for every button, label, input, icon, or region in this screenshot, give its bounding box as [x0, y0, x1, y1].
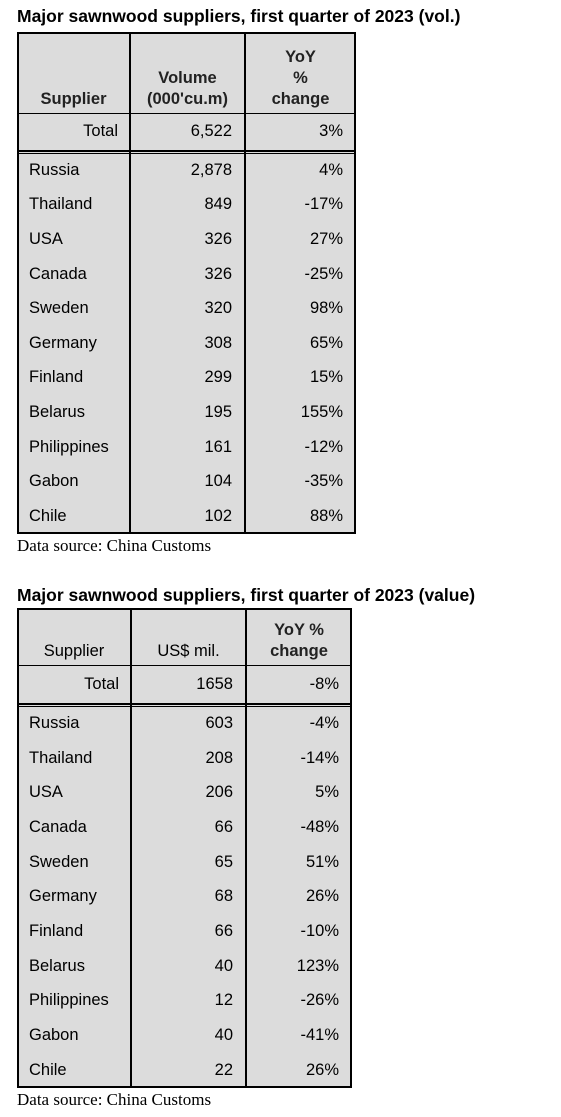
data-cell: -14%	[300, 748, 339, 767]
data-cell: Finland	[29, 368, 84, 387]
data-source: Data source: China Customs	[17, 1090, 212, 1109]
total-divider	[17, 153, 356, 154]
data-cell: 123%	[296, 956, 339, 975]
data-cell: 68	[214, 887, 233, 906]
data-cell: 12	[214, 991, 233, 1010]
data-source: Data source: China Customs	[17, 536, 212, 555]
data-cell: 27%	[309, 229, 343, 248]
data-cell: -25%	[304, 264, 343, 283]
data-cell: 104	[204, 472, 232, 491]
data-cell: Russia	[29, 713, 80, 732]
data-cell: Belarus	[29, 402, 85, 421]
header-cell: YoY % change	[270, 621, 328, 660]
header-cell: US$ mil.	[157, 642, 220, 660]
column-divider	[130, 608, 132, 1088]
total-divider	[17, 703, 352, 705]
data-cell: 326	[204, 229, 232, 248]
data-cell: 308	[204, 333, 232, 352]
data-cell: Sweden	[29, 299, 89, 318]
data-cell: 299	[204, 368, 232, 387]
data-cell: 51%	[305, 852, 339, 871]
data-cell: 66	[214, 817, 233, 836]
data-cell: -26%	[300, 991, 339, 1010]
total-cell: Total	[84, 674, 119, 693]
column-divider	[244, 32, 246, 534]
data-cell: -10%	[300, 922, 339, 941]
data-cell: 320	[204, 299, 232, 318]
data-cell: Philippines	[29, 991, 109, 1010]
total-divider	[17, 706, 352, 707]
data-cell: Gabon	[29, 472, 79, 491]
data-cell: 161	[204, 437, 232, 456]
data-cell: 2,878	[190, 160, 232, 179]
data-cell: 849	[204, 195, 232, 214]
data-cell: 22	[214, 1060, 233, 1079]
data-cell: 40	[214, 956, 233, 975]
header-divider	[17, 665, 352, 666]
table	[17, 608, 352, 1088]
data-cell: 26%	[305, 887, 339, 906]
data-cell: -17%	[304, 195, 343, 214]
data-cell: Germany	[29, 333, 97, 352]
data-cell: -41%	[300, 1026, 339, 1045]
data-cell: USA	[29, 229, 63, 248]
data-cell: 5%	[315, 783, 339, 802]
column-divider	[129, 32, 131, 534]
data-cell: -35%	[304, 472, 343, 491]
data-cell: 98%	[309, 299, 343, 318]
data-cell: Gabon	[29, 1026, 79, 1045]
total-cell: 3%	[319, 122, 343, 140]
data-cell: Philippines	[29, 437, 109, 456]
data-cell: USA	[29, 783, 63, 802]
data-cell: 155%	[300, 402, 343, 421]
data-cell: 65%	[309, 333, 343, 352]
data-cell: 102	[204, 506, 232, 525]
data-cell: Canada	[29, 264, 87, 283]
total-cell: -8%	[309, 674, 339, 693]
table-title: Major sawnwood suppliers, first quarter …	[17, 6, 461, 26]
data-cell: Russia	[29, 160, 80, 179]
header-cell: YoY % change	[271, 48, 330, 108]
data-cell: Chile	[29, 506, 67, 525]
header-cell: Supplier	[43, 642, 105, 660]
data-cell: Thailand	[29, 195, 93, 214]
data-cell: 603	[205, 713, 233, 732]
header-cell: Volume (000'cu.m)	[147, 69, 228, 108]
data-cell: Finland	[29, 922, 84, 941]
data-cell: 40	[214, 1026, 233, 1045]
data-cell: Belarus	[29, 956, 85, 975]
data-cell: 66	[214, 922, 233, 941]
data-cell: 26%	[305, 1060, 339, 1079]
data-cell: -48%	[300, 817, 339, 836]
data-cell: Chile	[29, 1060, 67, 1079]
table	[17, 32, 356, 534]
data-cell: 65	[214, 852, 233, 871]
total-divider	[17, 150, 356, 152]
total-cell: 1658	[196, 674, 233, 693]
data-cell: 326	[204, 264, 232, 283]
total-cell: 6,522	[190, 122, 232, 140]
data-cell: Sweden	[29, 852, 89, 871]
data-cell: -12%	[304, 437, 343, 456]
table-title: Major sawnwood suppliers, first quarter …	[17, 585, 476, 605]
data-cell: Thailand	[29, 748, 93, 767]
data-cell: Canada	[29, 817, 87, 836]
data-cell: Germany	[29, 887, 97, 906]
data-cell: 208	[205, 748, 233, 767]
data-cell: 4%	[319, 160, 343, 179]
header-cell: Supplier	[40, 90, 107, 108]
column-divider	[245, 608, 247, 1088]
data-cell: -4%	[309, 713, 339, 732]
header-divider	[17, 113, 356, 114]
data-cell: 195	[204, 402, 232, 421]
data-cell: 15%	[309, 368, 343, 387]
total-cell: Total	[83, 122, 118, 140]
data-cell: 88%	[309, 506, 343, 525]
data-cell: 206	[205, 783, 233, 802]
